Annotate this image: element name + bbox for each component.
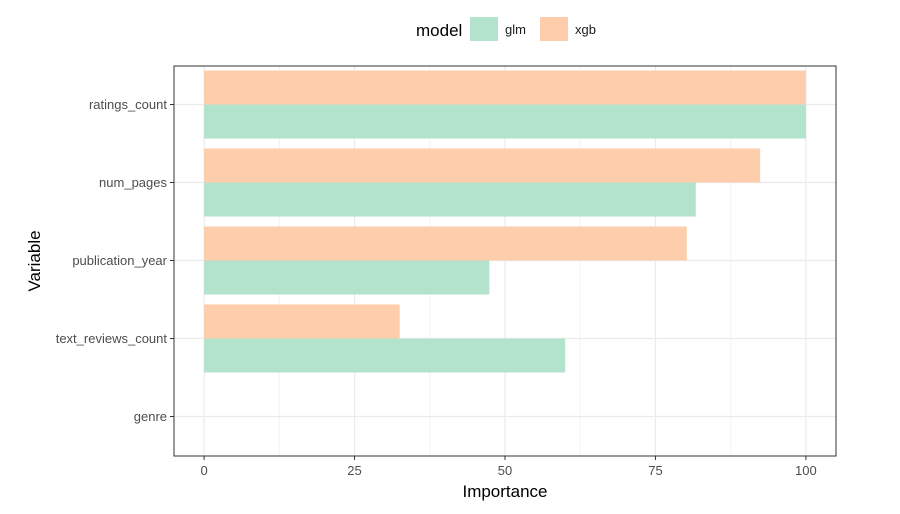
x-axis-title: Importance (462, 482, 547, 501)
x-axis: 0 25 50 75 100 (200, 456, 817, 478)
legend-key-glm (470, 17, 498, 41)
bar-xgb-text_reviews_count (204, 304, 400, 339)
bar-glm-text_reviews_count (204, 338, 566, 373)
x-tick-label: 50 (498, 463, 512, 478)
bar-xgb-publication_year (204, 226, 687, 261)
x-tick-label: 75 (648, 463, 662, 478)
y-tick-label: text_reviews_count (56, 331, 168, 346)
x-tick-label: 0 (200, 463, 207, 478)
legend-label-glm: glm (505, 22, 526, 37)
x-tick-label: 100 (795, 463, 817, 478)
y-tick-label: ratings_count (89, 97, 167, 112)
legend-label-xgb: xgb (575, 22, 596, 37)
bar-xgb-ratings_count (204, 70, 806, 105)
y-tick-label: genre (134, 409, 167, 424)
bar-glm-num_pages (204, 182, 696, 217)
bar-glm-publication_year (204, 260, 490, 295)
plot-area (173, 65, 837, 457)
y-axis-title: Variable (25, 230, 44, 291)
legend: model glm xgb (416, 17, 596, 41)
y-tick-label: publication_year (72, 253, 167, 268)
bar-glm-ratings_count (204, 104, 806, 139)
legend-title: model (416, 21, 462, 40)
y-axis: ratings_count num_pages publication_yearte… (56, 97, 174, 424)
y-tick-label: num_pages (99, 175, 167, 190)
legend-key-xgb (540, 17, 568, 41)
x-tick-label: 25 (347, 463, 361, 478)
bar-xgb-num_pages (204, 148, 761, 183)
